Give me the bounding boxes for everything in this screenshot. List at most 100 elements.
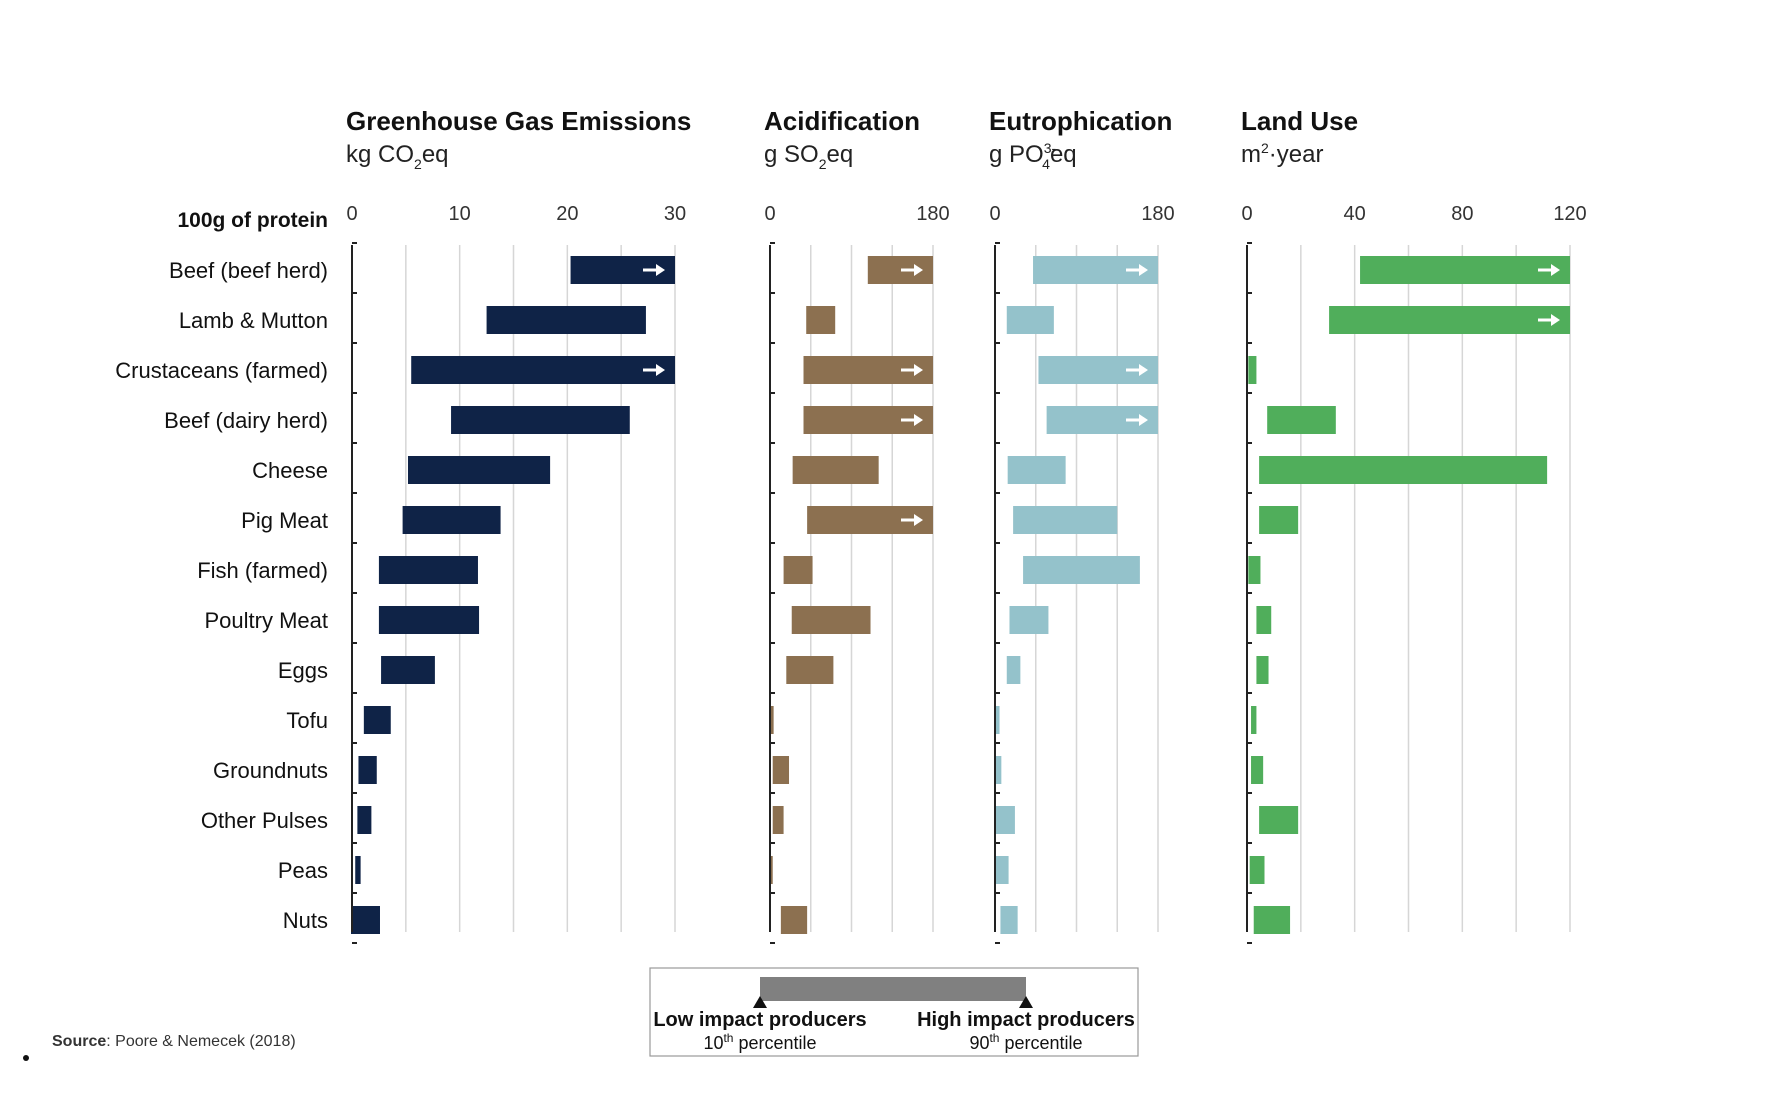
- source-note: Source: Poore & Nemecek (2018): [23, 1033, 296, 1061]
- source-note-text: Source: Poore & Nemecek (2018): [52, 1033, 296, 1050]
- bar-land: [1253, 906, 1291, 934]
- category-label: Crustaceans (farmed): [115, 358, 328, 383]
- bar-ghg: [411, 356, 675, 384]
- bar-eutro: [1013, 506, 1118, 534]
- bar-land: [1251, 706, 1257, 734]
- panel-title-acid: Acidification: [764, 106, 920, 136]
- bar-acid: [783, 556, 813, 584]
- bar-land: [1259, 456, 1548, 484]
- overflow-arrow-head: [1551, 264, 1560, 276]
- bar-eutro: [995, 706, 1000, 734]
- tick-label: 0: [764, 203, 775, 225]
- tick-label: 0: [1241, 203, 1252, 225]
- bar-land: [1329, 306, 1570, 334]
- tick-label: 0: [989, 203, 1000, 225]
- bar-eutro: [1006, 656, 1021, 684]
- bar-ghg: [358, 756, 377, 784]
- tick-label: 30: [664, 203, 686, 225]
- category-label: Eggs: [278, 658, 328, 683]
- bar-ghg: [355, 856, 361, 884]
- bar-land: [1249, 856, 1265, 884]
- overflow-arrow-head: [1139, 364, 1148, 376]
- bar-eutro: [1023, 556, 1140, 584]
- category-label: Cheese: [252, 458, 328, 483]
- category-label: Tofu: [286, 708, 328, 733]
- legend-high-marker: [1019, 996, 1033, 1008]
- bar-ghg: [402, 506, 501, 534]
- tick-label: 0: [346, 203, 357, 225]
- bar-eutro: [995, 756, 1002, 784]
- panel-unit-ghg: kg CO2eq: [346, 141, 449, 172]
- bar-eutro: [995, 856, 1009, 884]
- bar-ghg: [407, 456, 551, 484]
- bar-ghg: [381, 656, 435, 684]
- bar-acid: [791, 606, 871, 634]
- category-label: Lamb & Mutton: [179, 308, 328, 333]
- legend: Low impact producers High impact producer…: [649, 967, 1139, 1057]
- category-label: Beef (beef herd): [169, 258, 328, 283]
- bar-acid: [770, 706, 774, 734]
- bar-acid: [770, 856, 773, 884]
- category-label: Poultry Meat: [205, 608, 329, 633]
- legend-high-label: High impact producers: [917, 1009, 1135, 1031]
- panel-unit-land: m2·year: [1241, 140, 1323, 168]
- category-label: Peas: [278, 858, 328, 883]
- tick-label: 40: [1344, 203, 1366, 225]
- gridlines: [405, 245, 1571, 932]
- overflow-arrow-head: [914, 364, 923, 376]
- category-label: Fish (farmed): [197, 558, 328, 583]
- bar-acid: [806, 306, 836, 334]
- labels: 100g of protein Beef (beef herd) Lamb & Mu…: [115, 106, 1586, 933]
- bar-land: [1259, 806, 1299, 834]
- panel-unit-eutro: g PO3-4eq: [989, 140, 1077, 172]
- overflow-arrow-head: [1551, 314, 1560, 326]
- bar-acid: [780, 906, 808, 934]
- bar-land: [1256, 656, 1269, 684]
- bars: [351, 256, 1570, 934]
- bar-ghg: [451, 406, 630, 434]
- overflow-arrow-head: [1139, 414, 1148, 426]
- tick-label: 120: [1553, 203, 1586, 225]
- legend-range-bar: [760, 977, 1026, 1001]
- bar-land: [1251, 756, 1264, 784]
- bar-eutro: [1009, 606, 1049, 634]
- bar-land: [1248, 356, 1257, 384]
- legend-low-marker: [753, 996, 767, 1008]
- bar-land: [1248, 556, 1261, 584]
- bar-eutro: [1000, 906, 1018, 934]
- tick-label: 10: [449, 203, 471, 225]
- bar-ghg: [351, 906, 380, 934]
- tick-label: 20: [556, 203, 578, 225]
- bar-land: [1360, 256, 1570, 284]
- legend-high-percentile: 90th percentile: [969, 1031, 1082, 1053]
- bar-acid: [792, 456, 879, 484]
- bar-ghg: [378, 606, 480, 634]
- overflow-arrow-head: [656, 264, 665, 276]
- panel-title-ghg: Greenhouse Gas Emissions: [346, 106, 691, 136]
- tick-label: 180: [916, 203, 949, 225]
- bar-acid: [772, 756, 790, 784]
- tick-label: 80: [1451, 203, 1473, 225]
- bar-ghg: [486, 306, 646, 334]
- bar-acid: [772, 806, 784, 834]
- legend-low-label: Low impact producers: [653, 1009, 866, 1031]
- category-label: Nuts: [283, 908, 328, 933]
- bar-land: [1256, 606, 1272, 634]
- tick-label: 180: [1141, 203, 1174, 225]
- bar-acid: [786, 656, 834, 684]
- panel-title-land: Land Use: [1241, 106, 1358, 136]
- axes: [351, 242, 1252, 944]
- overflow-arrow-head: [914, 264, 923, 276]
- bar-ghg: [363, 706, 391, 734]
- overflow-arrow-head: [656, 364, 665, 376]
- panel-title-eutro: Eutrophication: [989, 106, 1172, 136]
- overflow-arrow-head: [1139, 264, 1148, 276]
- bar-acid: [867, 256, 933, 284]
- category-label: Groundnuts: [213, 758, 328, 783]
- category-label: Beef (dairy herd): [164, 408, 328, 433]
- row-header: 100g of protein: [177, 209, 328, 232]
- bullet-dot: [23, 1055, 29, 1061]
- bar-eutro: [995, 806, 1015, 834]
- category-label: Other Pulses: [201, 808, 328, 833]
